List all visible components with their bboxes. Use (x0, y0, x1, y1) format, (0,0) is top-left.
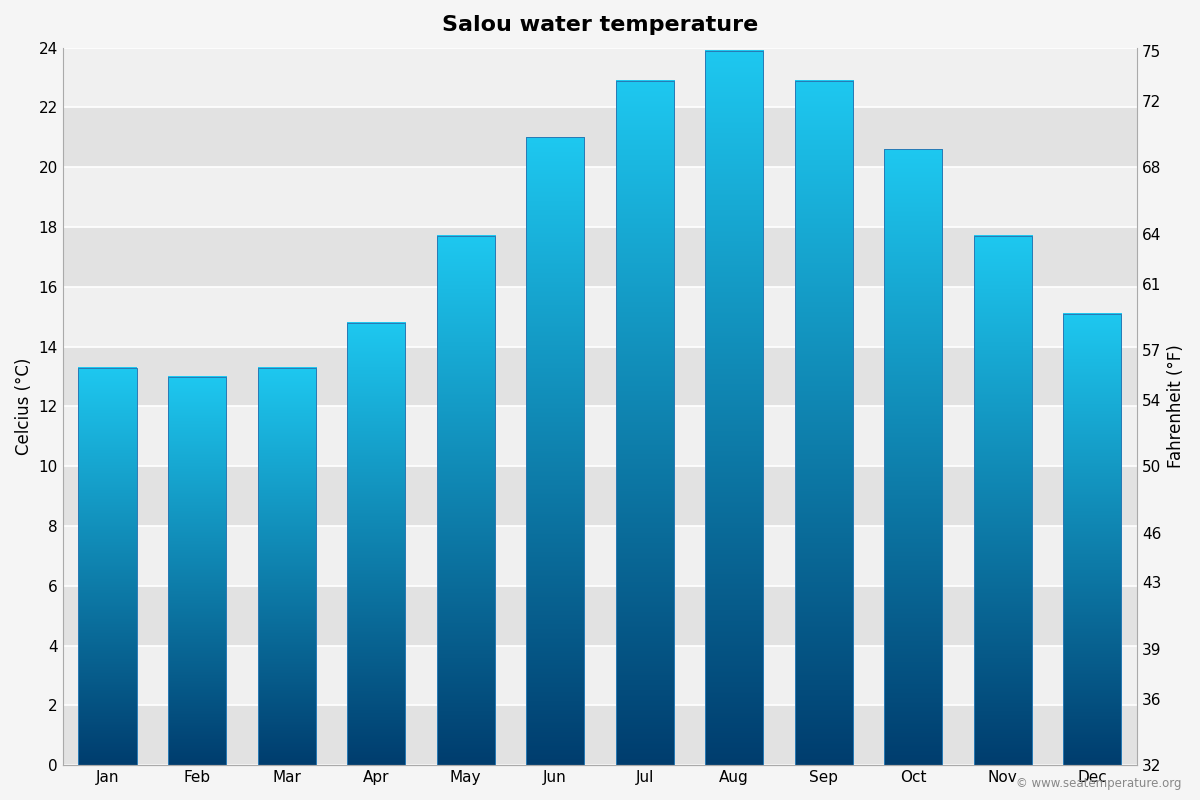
Bar (62, 526, 1138, 586)
Bar (62, 706, 1138, 765)
Bar (62, 466, 1138, 526)
Bar (347, 322, 406, 765)
Bar (62, 107, 1138, 167)
Bar (62, 406, 1138, 466)
Text: © www.seatemperature.org: © www.seatemperature.org (1016, 778, 1182, 790)
Bar (884, 150, 942, 765)
Bar (62, 227, 1138, 287)
Bar (62, 48, 1138, 107)
Bar (78, 367, 137, 765)
Bar (526, 138, 584, 765)
Bar (973, 236, 1032, 765)
Bar (706, 50, 763, 765)
Bar (1063, 314, 1122, 765)
Bar (62, 287, 1138, 346)
Bar (794, 81, 853, 765)
Bar (62, 586, 1138, 646)
Title: Salou water temperature: Salou water temperature (442, 15, 758, 35)
Y-axis label: Fahrenheit (°F): Fahrenheit (°F) (1166, 345, 1186, 468)
Bar (437, 236, 494, 765)
Bar (616, 81, 673, 765)
Bar (62, 646, 1138, 706)
Bar (258, 367, 316, 765)
Y-axis label: Celcius (°C): Celcius (°C) (14, 358, 34, 455)
Bar (62, 346, 1138, 406)
Bar (62, 167, 1138, 227)
Bar (168, 377, 226, 765)
